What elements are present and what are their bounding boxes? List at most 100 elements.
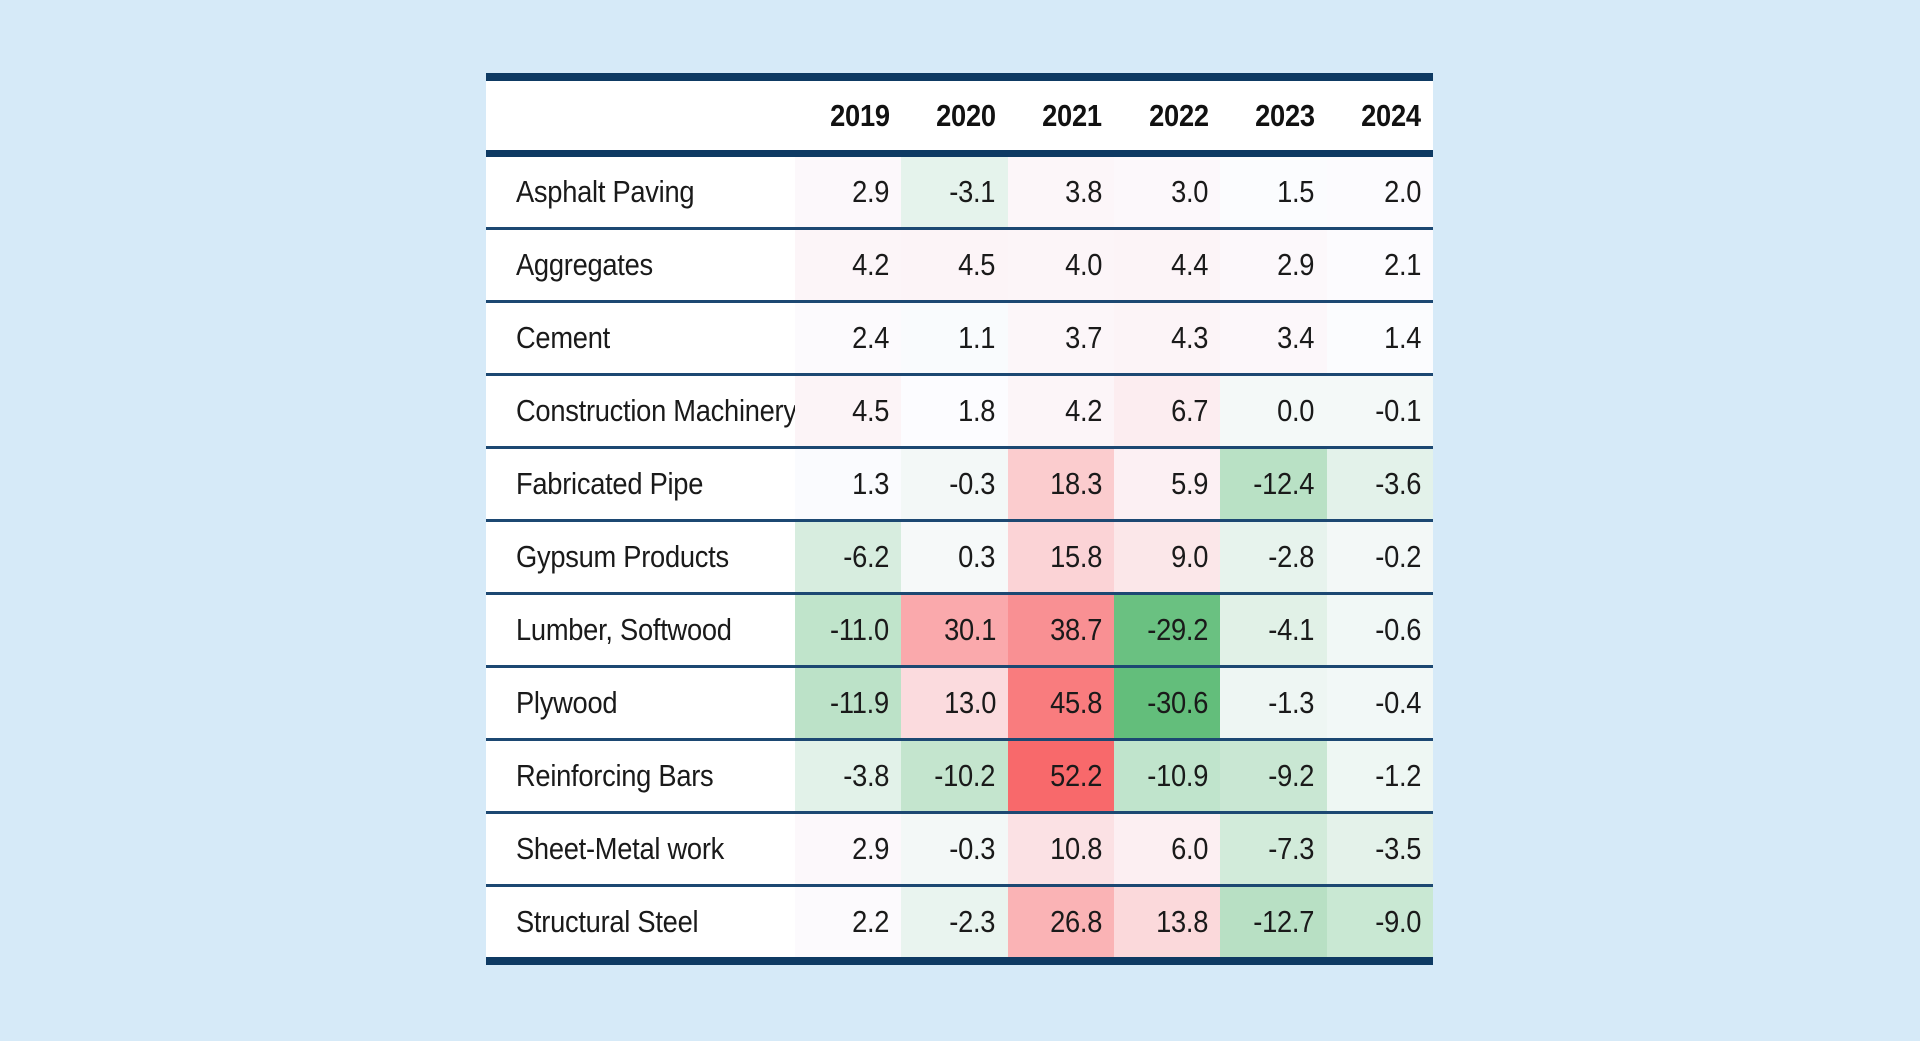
cell-text: 3.7 (1064, 320, 1102, 355)
heatmap-cell: -30.6 (1114, 668, 1221, 738)
heatmap-cell: -1.2 (1326, 741, 1433, 811)
heatmap-cell: -11.0 (795, 595, 902, 665)
table-row: Plywood -11.9 13.0 45.8 -30.6 -1.3 -0.4 (486, 665, 1433, 738)
cell-text: 1.5 (1277, 174, 1315, 209)
cell-text: Cement (516, 320, 610, 355)
table-body: Asphalt Paving 2.9 -3.1 3.8 3.0 1.5 2.0 Aggrega… (486, 157, 1433, 957)
heatmap-cell: 1.5 (1220, 157, 1327, 227)
heatmap-cell: -10.9 (1114, 741, 1221, 811)
cell-text: -3.5 (1375, 831, 1421, 866)
heatmap-cell: 30.1 (901, 595, 1008, 665)
heatmap-cell: 4.0 (1007, 230, 1114, 300)
row-label: Asphalt Paving (486, 157, 795, 227)
cell-text: -11.9 (830, 685, 890, 720)
cell-text: Lumber, Softwood (516, 612, 732, 647)
cell-text: 2.1 (1383, 247, 1421, 282)
heatmap-cell: 4.4 (1114, 230, 1221, 300)
heatmap-cell: 2.1 (1326, 230, 1433, 300)
cell-text: 2022 (1148, 97, 1209, 133)
cell-text: 3.4 (1277, 320, 1315, 355)
cell-text: 3.8 (1064, 174, 1102, 209)
heatmap-cell: -0.4 (1326, 668, 1433, 738)
heatmap-cell: 10.8 (1007, 814, 1114, 884)
cell-text: Plywood (516, 685, 618, 720)
cell-text: 2.9 (852, 831, 890, 866)
row-label: Reinforcing Bars (486, 741, 795, 811)
heatmap-cell: 4.3 (1114, 303, 1221, 373)
heatmap-cell: 52.2 (1007, 741, 1114, 811)
cell-text: 4.2 (852, 247, 890, 282)
cell-text: 13.8 (1156, 904, 1209, 939)
cell-text: -0.3 (949, 466, 996, 501)
heatmap-cell: -0.2 (1326, 522, 1433, 592)
cell-text: -12.7 (1253, 904, 1315, 939)
column-header-2020: 2020 (901, 81, 1007, 150)
row-label: Plywood (486, 668, 795, 738)
cell-text: -7.3 (1268, 831, 1315, 866)
cell-text: -2.8 (1268, 539, 1315, 574)
cell-text: -4.1 (1268, 612, 1315, 647)
heatmap-cell: -3.6 (1326, 449, 1433, 519)
heatmap-cell: 18.3 (1007, 449, 1114, 519)
cell-text: 30.1 (943, 612, 996, 647)
heatmap-cell: 1.8 (901, 376, 1008, 446)
cell-text: 1.1 (958, 320, 996, 355)
cell-text: -9.2 (1268, 758, 1315, 793)
column-header-2023: 2023 (1220, 81, 1326, 150)
cell-text: 1.4 (1383, 320, 1421, 355)
cell-text: 52.2 (1049, 758, 1102, 793)
heatmap-cell: -6.2 (795, 522, 902, 592)
cell-text: Construction Machinery (516, 393, 795, 428)
cell-text: 10.8 (1049, 831, 1102, 866)
cell-text: -3.8 (843, 758, 890, 793)
cell-text: Aggregates (516, 247, 653, 282)
heatmap-cell: 13.0 (901, 668, 1008, 738)
cell-text: 4.0 (1064, 247, 1102, 282)
table-row: Gypsum Products -6.2 0.3 15.8 9.0 -2.8 -0.2 (486, 519, 1433, 592)
cell-text: -0.2 (1375, 539, 1421, 574)
heatmap-cell: -2.8 (1220, 522, 1327, 592)
heatmap-cell: 4.5 (901, 230, 1008, 300)
table-row: Asphalt Paving 2.9 -3.1 3.8 3.0 1.5 2.0 (486, 157, 1433, 227)
cell-text: -29.2 (1147, 612, 1209, 647)
cell-text: 2019 (829, 97, 890, 133)
cell-text: -30.6 (1147, 685, 1209, 720)
heatmap-cell: -3.5 (1326, 814, 1433, 884)
heatmap-cell: -3.8 (795, 741, 902, 811)
table-row: Aggregates 4.2 4.5 4.0 4.4 2.9 2.1 (486, 227, 1433, 300)
cell-text: Structural Steel (516, 904, 699, 939)
cell-text: -1.2 (1375, 758, 1421, 793)
column-header-2024: 2024 (1327, 81, 1433, 150)
cell-text: 0.0 (1277, 393, 1315, 428)
heatmap-cell: 9.0 (1114, 522, 1221, 592)
row-label: Cement (486, 303, 795, 373)
row-label: Fabricated Pipe (486, 449, 795, 519)
heatmap-cell: 2.9 (1220, 230, 1327, 300)
cell-text: 2020 (936, 97, 996, 133)
cell-text: 45.8 (1049, 685, 1102, 720)
row-label: Construction Machinery (486, 376, 795, 446)
row-label: Lumber, Softwood (486, 595, 795, 665)
heatmap-cell: -0.6 (1326, 595, 1433, 665)
heatmap-cell: 0.0 (1220, 376, 1327, 446)
column-header-2022: 2022 (1114, 81, 1220, 150)
heatmap-cell: 5.9 (1114, 449, 1221, 519)
heatmap-cell: 4.5 (795, 376, 902, 446)
row-label: Sheet-Metal work (486, 814, 795, 884)
cell-text: -10.2 (934, 758, 996, 793)
heatmap-cell: 15.8 (1007, 522, 1114, 592)
table-row: Fabricated Pipe 1.3 -0.3 18.3 5.9 -12.4 -3.6 (486, 446, 1433, 519)
cell-text: 9.0 (1171, 539, 1209, 574)
table-row: Lumber, Softwood -11.0 30.1 38.7 -29.2 -4.1 -0… (486, 592, 1433, 665)
cell-text: 0.3 (958, 539, 996, 574)
cell-text: 4.5 (852, 393, 890, 428)
heatmap-cell: -0.3 (901, 814, 1008, 884)
heatmap-cell: 2.9 (795, 814, 902, 884)
heatmap-cell: 4.2 (1007, 376, 1114, 446)
row-label: Gypsum Products (486, 522, 795, 592)
corner-cell (486, 81, 795, 150)
heatmap-cell: 1.3 (795, 449, 902, 519)
heatmap-cell: 45.8 (1007, 668, 1114, 738)
heatmap-cell: 2.9 (795, 157, 902, 227)
